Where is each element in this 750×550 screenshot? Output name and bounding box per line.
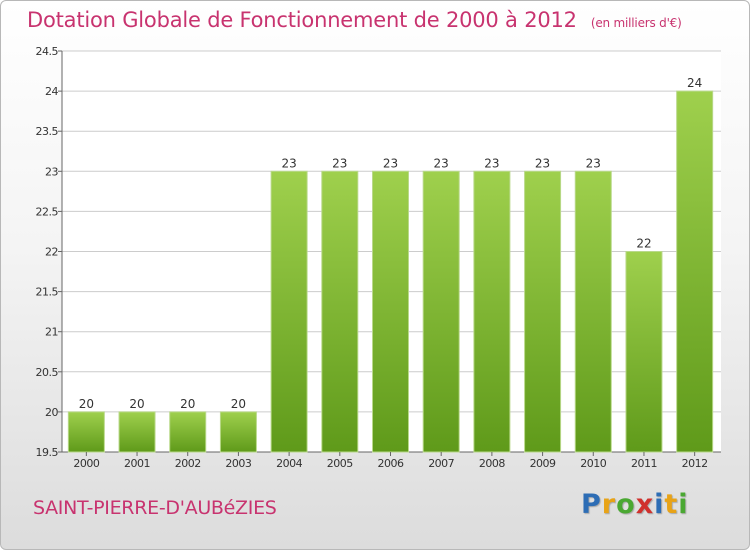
bar-value-label: 23	[281, 156, 296, 170]
y-tick-label: 22.5	[36, 205, 59, 218]
bar	[169, 411, 207, 453]
bar	[574, 170, 612, 453]
bar	[372, 170, 409, 453]
x-tick-label: 2008	[479, 457, 505, 470]
chart-title-text: Dotation Globale de Fonctionnement de 20…	[27, 8, 577, 32]
bar	[219, 411, 257, 453]
y-tick-label: 22	[45, 246, 58, 259]
bar	[676, 90, 714, 453]
bar-value-label: 23	[535, 156, 550, 170]
bar	[422, 170, 460, 453]
bar	[473, 170, 511, 453]
logo-letter: x	[635, 489, 655, 520]
town-name: SAINT-PIERRE-D'AUBéZIES	[33, 497, 277, 519]
bar	[67, 411, 105, 453]
logo-letter: i	[654, 489, 665, 520]
bar-value-label: 23	[332, 156, 347, 170]
x-tick-label: 2012	[682, 457, 708, 470]
bar-value-label: 20	[180, 397, 195, 411]
y-tick-label: 20.5	[36, 366, 59, 379]
logo-letter: o	[616, 489, 636, 520]
y-tick-label: 20	[45, 406, 58, 419]
x-tick-label: 2004	[276, 457, 302, 470]
x-tick-label: 2000	[73, 457, 99, 470]
y-tick-label: 21.5	[36, 286, 59, 299]
bar-value-label: 24	[687, 76, 702, 90]
bar	[118, 411, 156, 453]
bar	[524, 170, 562, 453]
logo-letter: t	[664, 489, 679, 520]
logo-letter: r	[601, 489, 617, 520]
y-tick-label: 19.5	[36, 446, 59, 459]
y-tick-label: 24.5	[36, 45, 59, 58]
bar-value-label: 22	[636, 237, 651, 251]
x-tick-label: 2006	[378, 457, 404, 470]
x-tick-label: 2005	[327, 457, 353, 470]
bar-value-label: 23	[434, 156, 449, 170]
x-tick-label: 2003	[225, 457, 251, 470]
x-tick-label: 2001	[124, 457, 150, 470]
bar-value-label: 20	[79, 397, 94, 411]
x-tick-label: 2009	[530, 457, 556, 470]
chart-title: Dotation Globale de Fonctionnement de 20…	[27, 8, 682, 32]
x-tick-label: 2010	[580, 457, 606, 470]
x-tick-label: 2007	[428, 457, 454, 470]
chart-unit: (en milliers d'€)	[590, 16, 682, 30]
bar	[270, 170, 308, 453]
x-tick-label: 2002	[175, 457, 201, 470]
bar	[321, 170, 359, 453]
logo-letter: i	[678, 489, 689, 520]
bar-value-label: 20	[129, 397, 144, 411]
y-tick-label: 24	[45, 85, 58, 98]
y-tick-label: 23	[45, 165, 58, 178]
logo-letter: P	[581, 489, 602, 520]
bar-value-label: 23	[586, 156, 601, 170]
x-tick-label: 2011	[631, 457, 657, 470]
proxiti-logo: Proxiti	[581, 489, 689, 520]
bar	[625, 251, 663, 453]
bar-value-label: 23	[383, 156, 398, 170]
bar-value-label: 20	[231, 397, 246, 411]
y-tick-label: 23.5	[36, 125, 59, 138]
bar-value-label: 23	[484, 156, 499, 170]
y-tick-label: 21	[45, 326, 58, 339]
